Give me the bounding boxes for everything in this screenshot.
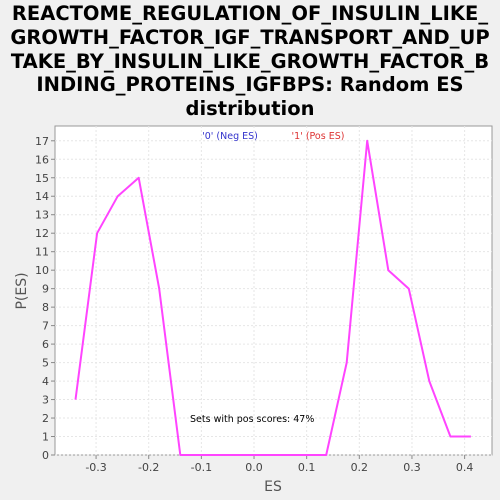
legend-pos-es: '1' (Pos ES) — [292, 131, 345, 142]
y-tick-label: 0 — [42, 449, 49, 462]
x-tick-label: -0.3 — [85, 461, 106, 474]
y-tick-label: 14 — [35, 190, 49, 203]
y-tick-label: 15 — [35, 172, 49, 185]
x-tick-label: 0.3 — [403, 461, 421, 474]
chart-title-line: GROWTH_FACTOR_IGF_TRANSPORT_AND_UP — [10, 25, 490, 49]
y-tick-label: 17 — [35, 135, 49, 148]
y-tick-label: 10 — [35, 264, 49, 277]
y-tick-label: 8 — [42, 301, 49, 314]
x-axis-label: ES — [264, 479, 282, 495]
x-tick-label: 0.0 — [245, 461, 263, 474]
chart-title: REACTOME_REGULATION_OF_INSULIN_LIKE_ GRO… — [0, 2, 500, 121]
x-tick-label: 0.2 — [351, 461, 369, 474]
y-tick-label: 1 — [42, 431, 49, 444]
pos-score-annotation: Sets with pos scores: 47% — [190, 414, 314, 425]
x-tick-label: -0.1 — [191, 461, 212, 474]
x-tick-label: 0.1 — [298, 461, 316, 474]
chart-title-line: REACTOME_REGULATION_OF_INSULIN_LIKE_ — [11, 2, 489, 25]
y-tick-label: 13 — [35, 209, 49, 222]
grid-lines — [55, 126, 492, 456]
y-tick-label: 4 — [42, 375, 49, 388]
chart-title-line: INDING_PROTEINS_IGFBPS: Random ES — [36, 73, 464, 97]
y-axis-label: P(ES) — [14, 272, 30, 309]
chart-title-line: distribution — [185, 97, 315, 121]
y-tick-label: 7 — [42, 320, 49, 333]
axes: -0.3 -0.2 -0.1 0.0 0.1 0.2 0.3 0.40123456789101… — [35, 135, 473, 474]
series-layer — [74, 139, 471, 456]
y-tick-label: 2 — [42, 412, 49, 425]
y-tick-label: 11 — [35, 246, 49, 259]
plot-area — [54, 125, 493, 456]
legend-neg-es: '0' (Neg ES) — [202, 131, 258, 142]
x-tick-label: -0.2 — [138, 461, 159, 474]
x-tick-label: 0.4 — [456, 461, 474, 474]
y-tick-label: 3 — [42, 394, 49, 407]
y-tick-label: 9 — [42, 283, 49, 296]
y-tick-label: 5 — [42, 357, 49, 370]
chart-title-line: TAKE_BY_INSULIN_LIKE_GROWTH_FACTOR_B — [10, 49, 490, 73]
y-tick-label: 16 — [35, 153, 49, 166]
y-tick-label: 6 — [42, 338, 49, 351]
y-tick-label: 12 — [35, 227, 49, 240]
es-distribution-line — [74, 139, 471, 456]
